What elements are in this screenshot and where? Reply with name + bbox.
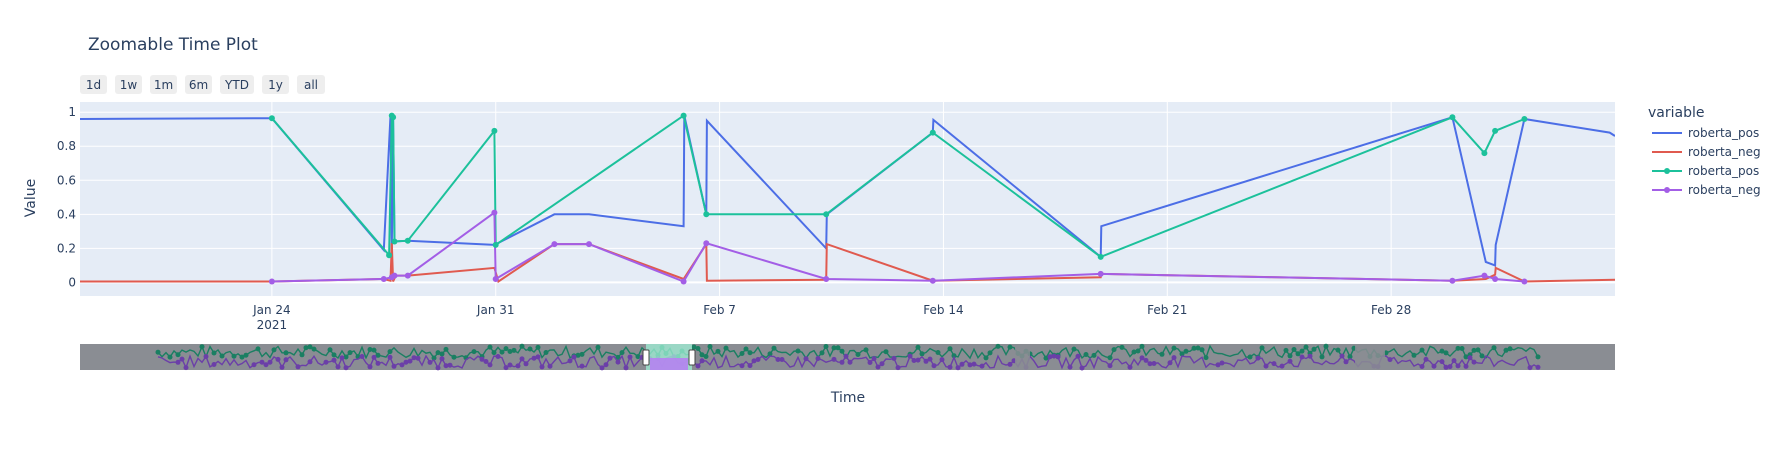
- y-tick-label: 0.6: [57, 173, 76, 187]
- data-point[interactable]: [391, 238, 398, 245]
- data-point[interactable]: [268, 278, 275, 285]
- data-point[interactable]: [823, 276, 830, 282]
- data-point[interactable]: [491, 127, 498, 134]
- data-point[interactable]: [680, 112, 687, 119]
- x-axis-title: Time: [830, 390, 865, 406]
- data-point[interactable]: [929, 129, 936, 136]
- data-point[interactable]: [1521, 278, 1528, 285]
- data-point[interactable]: [551, 241, 558, 248]
- range-button-YTD[interactable]: YTD: [220, 75, 254, 94]
- x-tick-label: Feb 14: [923, 303, 963, 317]
- data-point[interactable]: [1481, 272, 1488, 279]
- data-point[interactable]: [929, 277, 936, 284]
- y-tick-label: 0.8: [57, 139, 76, 153]
- legend-item[interactable]: roberta_neg: [1652, 145, 1761, 159]
- range-slider[interactable]: [80, 343, 1615, 371]
- series-markers: [268, 112, 1528, 285]
- x-tick-label: Feb 28: [1371, 303, 1411, 317]
- range-button-all[interactable]: all: [297, 75, 325, 94]
- data-point[interactable]: [586, 241, 592, 248]
- data-point[interactable]: [380, 276, 387, 282]
- data-point[interactable]: [703, 211, 710, 218]
- legend-item[interactable]: roberta_pos: [1652, 126, 1759, 140]
- x-tick-label: Feb 7: [703, 303, 736, 317]
- range-button-1w[interactable]: 1w: [115, 75, 142, 94]
- data-point[interactable]: [404, 237, 411, 244]
- data-point[interactable]: [492, 241, 499, 248]
- series-line-roberta_pos-0: [80, 115, 1615, 267]
- range-button-6m[interactable]: 6m: [185, 75, 212, 94]
- range-button-label: 1y: [268, 78, 283, 92]
- data-point[interactable]: [1449, 114, 1456, 121]
- legend-label: roberta_pos: [1688, 126, 1759, 140]
- x-tick-sublabel: 2021: [257, 318, 288, 332]
- y-tick-label: 0: [68, 275, 76, 289]
- data-point[interactable]: [492, 276, 499, 282]
- data-point[interactable]: [268, 115, 275, 122]
- data-point[interactable]: [1521, 116, 1528, 122]
- data-point[interactable]: [386, 252, 393, 259]
- range-slider-line: [157, 354, 1539, 370]
- data-point[interactable]: [1492, 276, 1499, 282]
- data-point[interactable]: [823, 211, 830, 218]
- data-point[interactable]: [1481, 150, 1488, 157]
- range-button-label: 1d: [86, 78, 101, 92]
- range-button-1m[interactable]: 1m: [150, 75, 177, 94]
- y-tick-label: 0.4: [57, 207, 76, 221]
- x-tick-label: Jan 31: [476, 303, 515, 317]
- data-point[interactable]: [491, 209, 498, 216]
- y-tick-label: 1: [68, 105, 76, 119]
- data-point[interactable]: [1492, 127, 1499, 134]
- data-point[interactable]: [1097, 253, 1104, 260]
- data-point[interactable]: [680, 278, 687, 285]
- data-point[interactable]: [1449, 277, 1456, 284]
- chart-title: Zoomable Time Plot: [88, 35, 258, 55]
- data-point[interactable]: [404, 272, 411, 279]
- range-slider-left-handle[interactable]: [642, 349, 650, 366]
- data-point[interactable]: [1097, 270, 1104, 277]
- y-axis-title: Value: [23, 179, 39, 217]
- range-button-label: YTD: [224, 78, 249, 92]
- data-point[interactable]: [390, 114, 397, 121]
- range-button-1d[interactable]: 1d: [80, 75, 107, 94]
- data-point[interactable]: [703, 240, 710, 247]
- legend-item[interactable]: roberta_neg: [1652, 183, 1761, 197]
- range-button-1y[interactable]: 1y: [262, 75, 289, 94]
- y-tick-label: 0.2: [57, 241, 76, 255]
- legend: variable roberta_pos roberta_neg roberta_po…: [1648, 105, 1761, 197]
- range-button-label: all: [304, 78, 318, 92]
- legend-item[interactable]: roberta_pos: [1652, 164, 1759, 178]
- range-button-label: 6m: [189, 78, 208, 92]
- range-button-label: 1w: [120, 78, 138, 92]
- legend-title: variable: [1648, 105, 1704, 121]
- legend-label: roberta_neg: [1688, 183, 1761, 197]
- legend-label: roberta_pos: [1688, 164, 1759, 178]
- range-slider-right-handle[interactable]: [688, 349, 696, 366]
- range-slider-line: [157, 344, 1539, 360]
- x-tick-label: Feb 21: [1147, 303, 1187, 317]
- range-selector: 1d 1w 1m 6m YTD 1y all: [80, 75, 325, 94]
- x-tick-label: Jan 24: [252, 303, 291, 317]
- legend-label: roberta_neg: [1688, 145, 1761, 159]
- data-point[interactable]: [391, 272, 398, 279]
- range-button-label: 1m: [154, 78, 173, 92]
